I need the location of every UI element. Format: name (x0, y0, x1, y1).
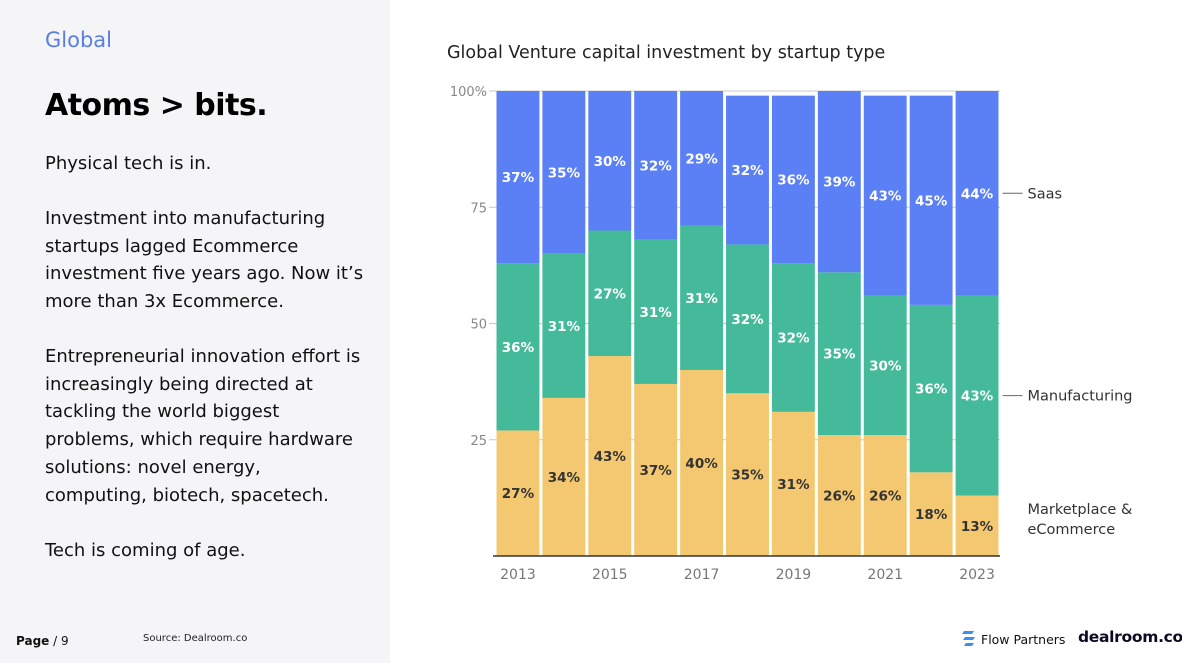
paragraph-intro: Physical tech is in. (45, 153, 212, 174)
data-label: 43% (961, 389, 994, 405)
source-note: Source: Dealroom.co (143, 633, 248, 644)
bar-segment (542, 91, 586, 254)
bar-segment (955, 295, 999, 496)
bar-segment (588, 356, 632, 556)
x-tick-label: 2017 (684, 567, 720, 583)
bar-segment (726, 244, 769, 394)
data-label: 36% (502, 340, 535, 356)
bar-segment (496, 263, 540, 431)
data-label: 30% (869, 358, 902, 374)
x-tick-label: 2023 (959, 567, 995, 583)
bar-segment (909, 304, 953, 473)
headline: Atoms > bits. (45, 88, 268, 123)
bar-segment (680, 225, 724, 370)
bar-segment (771, 263, 815, 412)
data-label: 29% (685, 151, 718, 167)
bar-segment (863, 95, 907, 296)
data-label: 43% (594, 449, 627, 465)
data-label: 13% (961, 519, 994, 535)
bar-segment (817, 91, 861, 273)
legend-label: eCommerce (1028, 522, 1116, 538)
data-label: 32% (777, 330, 810, 346)
x-tick-label: 2013 (500, 567, 536, 583)
page-label: Page (16, 634, 50, 648)
bar-segment (863, 435, 907, 556)
section-label: Global (45, 28, 112, 52)
x-tick-label: 2015 (592, 567, 628, 583)
y-tick-label: 50 (470, 318, 487, 333)
flow-partners-logo: Flow Partners (962, 630, 1065, 648)
flow-partners-icon (962, 631, 975, 646)
bar-segment (496, 430, 540, 556)
bar-segment (588, 91, 632, 231)
y-tick-label: 100% (450, 85, 487, 100)
data-label: 32% (731, 312, 764, 328)
data-label: 45% (915, 193, 948, 209)
data-label: 31% (548, 319, 581, 335)
bar-segment (863, 295, 907, 436)
data-label: 31% (685, 291, 718, 307)
legend-label: Saas (1028, 186, 1063, 202)
y-tick-label: 25 (470, 434, 487, 449)
bar-segment (680, 91, 724, 226)
bar-segment (909, 472, 953, 556)
bar-segment (817, 435, 861, 556)
data-label: 18% (915, 507, 948, 523)
page-number: / 9 (53, 634, 69, 648)
data-label: 35% (823, 347, 856, 363)
bar-segment (680, 370, 724, 556)
data-label: 36% (777, 172, 810, 188)
data-label: 44% (961, 186, 994, 202)
data-label: 37% (640, 463, 673, 479)
data-label: 37% (502, 170, 535, 186)
page-indicator: Page / 9 (16, 634, 69, 648)
bar-segment (726, 95, 769, 245)
paragraph-innovation: Entrepreneurial innovation effort is inc… (45, 346, 361, 506)
legend-label: Marketplace & (1028, 502, 1133, 518)
bar-segment (542, 253, 586, 398)
bar-segment (955, 91, 999, 296)
paragraph-conclusion: Tech is coming of age. (45, 540, 246, 561)
legend-label: Manufacturing (1028, 389, 1133, 405)
bar-segment (817, 272, 861, 436)
data-label: 35% (548, 165, 581, 181)
flow-partners-text: Flow Partners (981, 631, 1066, 647)
data-label: 31% (640, 305, 673, 321)
bar-segment (771, 411, 815, 556)
data-label: 26% (869, 489, 902, 505)
bar-segment (909, 95, 953, 305)
paragraph-manufacturing: Investment into manufacturing startups l… (45, 208, 364, 313)
data-label: 31% (777, 477, 810, 493)
data-label: 40% (685, 456, 718, 472)
bar-segment (634, 383, 678, 556)
data-label: 43% (869, 189, 902, 205)
data-label: 39% (823, 175, 856, 191)
left-panel: Global Atoms > bits. Physical tech is in… (0, 0, 390, 663)
data-label: 27% (594, 286, 627, 302)
bar-segment (955, 495, 999, 556)
x-tick-label: 2021 (867, 567, 903, 583)
bar-segment (634, 239, 678, 384)
bar-segment (496, 91, 540, 264)
chart-title: Global Venture capital investment by sta… (447, 43, 886, 63)
data-label: 27% (502, 486, 535, 502)
data-label: 34% (548, 470, 581, 486)
bar-segment (634, 91, 678, 240)
data-label: 36% (915, 382, 948, 398)
bar-segment (542, 397, 586, 556)
bar-segment (726, 393, 769, 556)
data-label: 30% (594, 154, 627, 170)
data-label: 26% (823, 489, 856, 505)
bar-segment (588, 230, 632, 357)
y-tick-label: 75 (470, 201, 487, 216)
x-tick-label: 2019 (776, 567, 812, 583)
data-label: 35% (731, 468, 764, 484)
data-label: 32% (640, 158, 673, 174)
dealroom-logo: dealroom.co (1078, 628, 1182, 646)
bar-segment (771, 95, 815, 264)
data-label: 32% (731, 163, 764, 179)
